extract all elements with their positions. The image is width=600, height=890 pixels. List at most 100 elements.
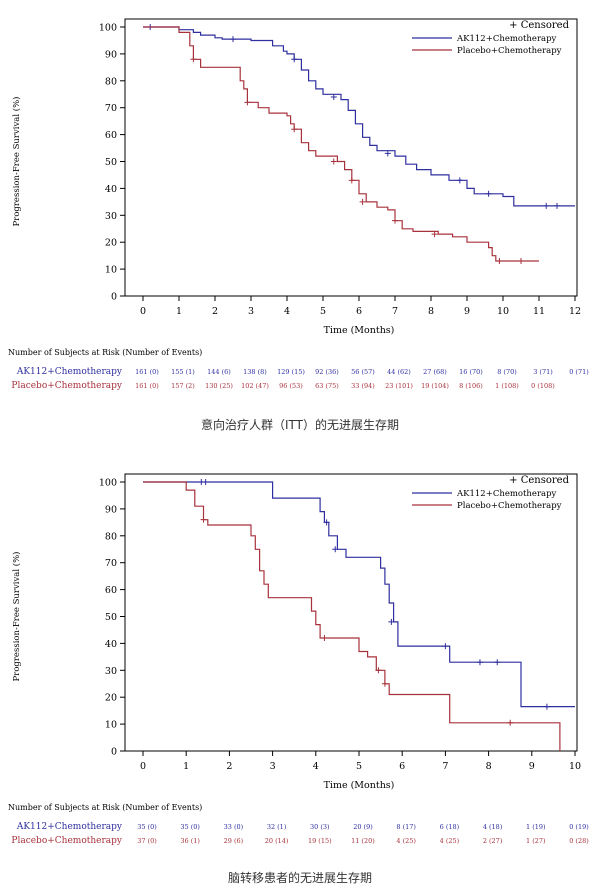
censor-mark <box>230 36 236 43</box>
censor-mark <box>375 667 382 674</box>
plot-frame <box>124 18 578 297</box>
risk-cell: 63 (75) <box>315 382 339 390</box>
y-tick-label: 100 <box>99 23 117 34</box>
risk-cell: 2 (27) <box>483 837 503 845</box>
y-tick-label: 100 <box>99 478 117 489</box>
censor-mark <box>476 659 483 666</box>
censor-mark <box>442 643 449 650</box>
risk-row-label: AK112+Chemotherapy <box>16 822 123 832</box>
x-tick-label: 10 <box>497 306 509 317</box>
censor-mark <box>431 231 438 238</box>
x-tick-label: 8 <box>428 306 434 317</box>
x-tick-label: 7 <box>442 761 448 772</box>
risk-cell: 56 (57) <box>351 368 375 376</box>
x-tick-label: 3 <box>270 761 276 772</box>
legend-title: + Censored <box>509 475 569 486</box>
y-axis-label: Progression-Free Survival (%) <box>11 97 22 227</box>
x-tick-label: 9 <box>464 306 470 317</box>
y-axis-label: Progression-Free Survival (%) <box>11 552 22 682</box>
km-plot-brain-metastases: 0 10 20 30 40 50 60 70 80 90 100 0 1 2 3 4 5 6 7 8 9 10 Time (… <box>8 473 589 846</box>
censor-mark <box>388 618 395 625</box>
risk-cell: 33 (0) <box>224 823 244 831</box>
chart-caption-brain-metastases: 脑转移患者的无进展生存期 <box>227 871 372 885</box>
x-tick-label: 1 <box>176 306 182 317</box>
y-tick-label: 0 <box>111 292 117 303</box>
x-tick-label: 7 <box>392 306 398 317</box>
risk-cell: 8 (106) <box>459 382 483 390</box>
risk-cell: 138 (8) <box>243 368 267 376</box>
x-tick-label: 12 <box>569 306 581 317</box>
censor-mark <box>190 56 197 63</box>
censor-mark <box>321 635 328 642</box>
censor-mark <box>507 719 514 726</box>
risk-cell: 37 (0) <box>137 837 157 845</box>
risk-table-title: Number of Subjects at Risk (Number of Ev… <box>8 803 202 812</box>
km-curve-ak112 <box>143 481 575 708</box>
risk-cell: 130 (25) <box>205 382 233 390</box>
risk-cell: 29 (6) <box>224 837 244 845</box>
risk-table-title: Number of Subjects at Risk (Number of Ev… <box>8 348 202 357</box>
censor-mark <box>554 202 560 209</box>
y-tick-label: 10 <box>105 265 117 276</box>
risk-cell: 144 (6) <box>207 368 231 376</box>
y-tick-label: 40 <box>105 639 117 650</box>
y-tick-label: 80 <box>105 531 117 542</box>
risk-cell: 155 (1) <box>171 368 195 376</box>
risk-cell: 161 (0) <box>135 382 159 390</box>
y-tick-label: 20 <box>105 693 117 704</box>
risk-cell: 35 (0) <box>137 823 157 831</box>
y-tick-label: 10 <box>105 720 117 731</box>
risk-cell: 4 (25) <box>396 837 416 845</box>
y-tick-label: 90 <box>105 504 117 515</box>
censor-mark <box>200 516 207 523</box>
x-tick-label: 10 <box>569 761 581 772</box>
km-curve-ak112 <box>143 26 575 207</box>
censor-mark <box>330 93 337 100</box>
risk-cell: 92 (36) <box>315 368 339 376</box>
risk-cell: 44 (62) <box>387 368 411 376</box>
x-tick-label: 5 <box>356 761 362 772</box>
censor-mark <box>323 519 330 526</box>
y-tick-label: 60 <box>105 585 117 596</box>
chart-caption-itt: 意向治疗人群（ITT）的无进展生存期 <box>201 418 399 432</box>
risk-cell: 161 (0) <box>135 368 159 376</box>
x-tick-label: 6 <box>356 306 362 317</box>
y-tick-label: 50 <box>105 157 117 168</box>
risk-cell: 4 (25) <box>440 837 460 845</box>
legend-entry: Placebo+Chemotherapy <box>457 46 562 56</box>
y-tick-label: 20 <box>105 238 117 249</box>
x-axis-label: Time (Months) <box>324 780 395 791</box>
x-axis-label: Time (Months) <box>324 325 395 336</box>
risk-cell: 30 (3) <box>310 823 330 831</box>
risk-cell: 27 (68) <box>423 368 447 376</box>
legend-title: + Censored <box>509 20 569 31</box>
risk-cell: 19 (15) <box>308 837 332 845</box>
x-tick-label: 0 <box>140 761 146 772</box>
risk-cell: 20 (14) <box>265 837 289 845</box>
risk-cell: 16 (70) <box>459 368 483 376</box>
censor-mark <box>543 703 550 710</box>
x-tick-label: 6 <box>399 761 405 772</box>
risk-cell: 36 (1) <box>180 837 200 845</box>
y-tick-label: 80 <box>105 76 117 87</box>
risk-cell: 129 (15) <box>277 368 305 376</box>
legend-entry: AK112+Chemotherapy <box>456 489 557 499</box>
risk-cell: 0 (71) <box>569 368 589 376</box>
censor-mark <box>496 258 503 265</box>
x-tick-label: 4 <box>313 761 319 772</box>
y-tick-label: 0 <box>111 747 117 758</box>
y-tick-label: 60 <box>105 130 117 141</box>
risk-cell: 4 (18) <box>483 823 503 831</box>
risk-cell: 19 (104) <box>421 382 449 390</box>
censor-mark <box>485 190 492 197</box>
censor-mark <box>291 126 298 133</box>
censor-mark <box>348 177 355 184</box>
y-tick-label: 30 <box>105 666 117 677</box>
x-tick-label: 2 <box>226 761 232 772</box>
censor-mark <box>359 198 366 205</box>
risk-cell: 0 (108) <box>531 382 555 390</box>
risk-cell: 6 (18) <box>440 823 460 831</box>
km-curve-placebo <box>143 26 539 262</box>
risk-cell: 32 (1) <box>267 823 287 831</box>
legend-entry: Placebo+Chemotherapy <box>457 501 562 511</box>
